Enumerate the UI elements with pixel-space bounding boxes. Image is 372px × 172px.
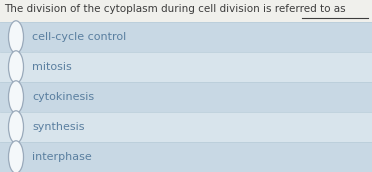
FancyBboxPatch shape <box>0 0 372 22</box>
Text: cytokinesis: cytokinesis <box>32 92 94 102</box>
Text: synthesis: synthesis <box>32 122 84 132</box>
Ellipse shape <box>9 111 23 143</box>
FancyBboxPatch shape <box>0 52 372 82</box>
FancyBboxPatch shape <box>0 82 372 112</box>
FancyBboxPatch shape <box>0 22 372 52</box>
FancyBboxPatch shape <box>0 142 372 172</box>
Ellipse shape <box>9 141 23 172</box>
Text: interphase: interphase <box>32 152 92 162</box>
Text: cell-cycle control: cell-cycle control <box>32 32 126 42</box>
Ellipse shape <box>9 51 23 83</box>
Ellipse shape <box>9 21 23 53</box>
FancyBboxPatch shape <box>0 112 372 142</box>
Text: The division of the cytoplasm during cell division is referred to as: The division of the cytoplasm during cel… <box>4 4 346 14</box>
Text: mitosis: mitosis <box>32 62 72 72</box>
Ellipse shape <box>9 81 23 113</box>
